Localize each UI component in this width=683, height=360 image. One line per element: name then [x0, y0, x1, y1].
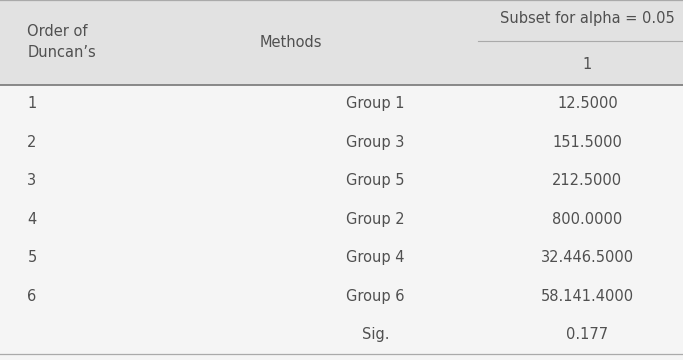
Bar: [0, 85, 683, 354]
Text: Group 3: Group 3: [346, 135, 405, 150]
Text: Group 1: Group 1: [346, 96, 405, 111]
Text: Subset for alpha = 0.05: Subset for alpha = 0.05: [500, 11, 675, 26]
Text: 12.5000: 12.5000: [557, 96, 617, 111]
Text: 212.5000: 212.5000: [553, 174, 622, 188]
Text: Group 5: Group 5: [346, 174, 405, 188]
Text: 2: 2: [27, 135, 37, 150]
Text: 3: 3: [27, 174, 36, 188]
Text: Sig.: Sig.: [362, 328, 389, 342]
Text: 58.141.4000: 58.141.4000: [541, 289, 634, 304]
Text: 151.5000: 151.5000: [553, 135, 622, 150]
Text: 800.0000: 800.0000: [553, 212, 622, 227]
Text: 1: 1: [583, 57, 592, 72]
Text: 1: 1: [27, 96, 37, 111]
Text: Group 4: Group 4: [346, 251, 405, 265]
Text: 6: 6: [27, 289, 37, 304]
Text: Order of
Duncan’s: Order of Duncan’s: [27, 24, 96, 60]
Text: Group 6: Group 6: [346, 289, 405, 304]
Text: 32.446.5000: 32.446.5000: [541, 251, 634, 265]
Text: 5: 5: [27, 251, 37, 265]
Text: Group 2: Group 2: [346, 212, 405, 227]
Text: 4: 4: [27, 212, 37, 227]
Text: Methods: Methods: [260, 35, 322, 50]
Bar: [0, 0, 683, 85]
Text: 0.177: 0.177: [566, 328, 609, 342]
